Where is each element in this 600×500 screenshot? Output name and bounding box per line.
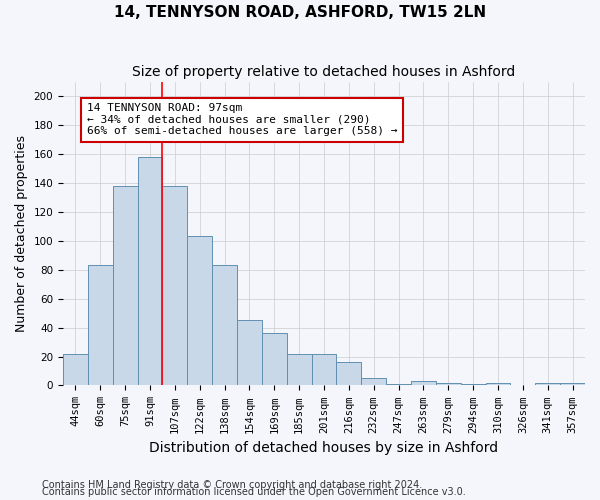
Y-axis label: Number of detached properties: Number of detached properties <box>15 135 28 332</box>
Bar <box>535 382 560 386</box>
Bar <box>386 384 411 386</box>
Bar <box>187 236 212 386</box>
Bar <box>560 382 585 386</box>
Text: Contains public sector information licensed under the Open Government Licence v3: Contains public sector information licen… <box>42 487 466 497</box>
Bar <box>485 382 511 386</box>
Bar <box>262 334 287 386</box>
Bar <box>337 362 361 386</box>
Text: Contains HM Land Registry data © Crown copyright and database right 2024.: Contains HM Land Registry data © Crown c… <box>42 480 422 490</box>
X-axis label: Distribution of detached houses by size in Ashford: Distribution of detached houses by size … <box>149 441 499 455</box>
Bar <box>287 354 311 386</box>
Bar <box>88 266 113 386</box>
Bar <box>113 186 137 386</box>
Bar <box>361 378 386 386</box>
Text: 14, TENNYSON ROAD, ASHFORD, TW15 2LN: 14, TENNYSON ROAD, ASHFORD, TW15 2LN <box>114 5 486 20</box>
Bar <box>311 354 337 386</box>
Bar <box>63 354 88 386</box>
Bar <box>137 157 163 386</box>
Title: Size of property relative to detached houses in Ashford: Size of property relative to detached ho… <box>133 65 515 79</box>
Bar <box>436 382 461 386</box>
Bar <box>163 186 187 386</box>
Bar <box>237 320 262 386</box>
Bar <box>212 266 237 386</box>
Text: 14 TENNYSON ROAD: 97sqm
← 34% of detached houses are smaller (290)
66% of semi-d: 14 TENNYSON ROAD: 97sqm ← 34% of detache… <box>86 104 397 136</box>
Bar <box>461 384 485 386</box>
Bar <box>411 381 436 386</box>
